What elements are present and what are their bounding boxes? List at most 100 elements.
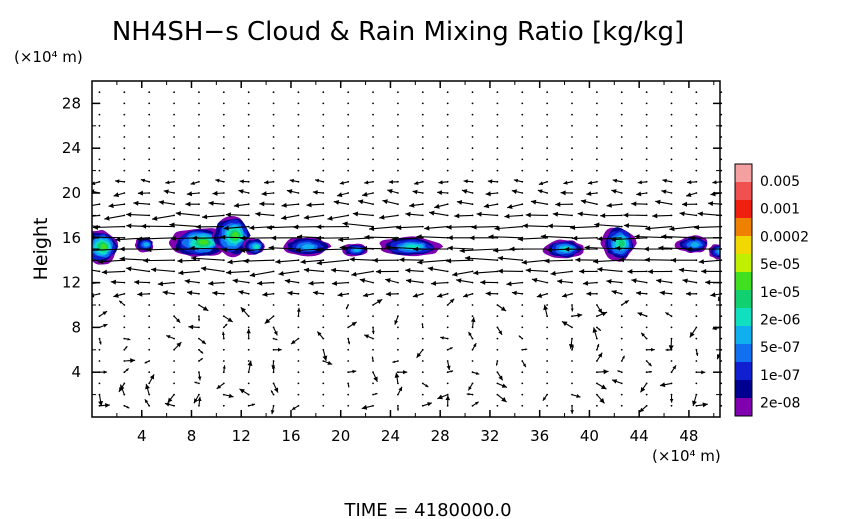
wind-vector — [162, 290, 175, 296]
wind-dot — [620, 393, 623, 396]
wind-vector — [556, 279, 573, 285]
wind-vector — [635, 290, 647, 296]
wind-dot — [620, 91, 623, 94]
wind-vector — [497, 268, 523, 274]
wind-vector — [637, 180, 647, 185]
wind-vector — [243, 258, 274, 264]
wind-vector — [330, 267, 349, 273]
wind-dot — [322, 158, 325, 161]
x-tick-label: 48 — [679, 427, 698, 445]
wind-dot — [421, 169, 424, 172]
wind-vector — [150, 267, 175, 273]
wind-vector — [504, 213, 523, 219]
wind-vector — [596, 352, 603, 362]
wind-dot — [720, 326, 723, 329]
wind-vector — [459, 248, 498, 254]
wind-vector — [416, 234, 448, 240]
wind-vector — [190, 255, 224, 261]
wind-dot — [198, 102, 200, 105]
wind-vector — [538, 181, 548, 186]
wind-dot — [471, 360, 474, 362]
wind-dot — [620, 113, 623, 116]
wind-vector — [99, 310, 108, 317]
wind-dot — [247, 304, 250, 306]
wind-dot — [695, 91, 698, 94]
wind-vector — [246, 328, 251, 339]
wind-dot — [521, 304, 524, 306]
wind-dot — [297, 147, 300, 150]
wind-vector — [372, 392, 378, 396]
wind-vector — [646, 370, 652, 374]
wind-dot — [471, 91, 474, 94]
wind-dot — [173, 304, 175, 306]
wind-dot — [695, 337, 698, 340]
wind-vector — [124, 337, 131, 341]
wind-dot — [297, 382, 300, 385]
wind-dot — [496, 102, 499, 105]
wind-vector — [582, 280, 597, 286]
wind-vector — [278, 270, 299, 276]
wind-vector — [316, 259, 349, 266]
wind-dot — [148, 124, 151, 127]
wind-dot — [620, 124, 623, 127]
wind-vector — [665, 311, 672, 317]
wind-dot — [720, 236, 723, 239]
wind-vector — [375, 269, 398, 275]
wind-vector — [494, 225, 523, 231]
wind-dot — [297, 124, 300, 127]
wind-vector — [721, 309, 729, 316]
wind-vector — [239, 388, 249, 396]
wind-vector — [359, 278, 374, 284]
wind-dot — [521, 326, 524, 329]
wind-dot — [620, 326, 623, 329]
wind-dot — [546, 326, 549, 329]
wind-dot — [421, 360, 424, 362]
wind-dot — [173, 382, 175, 385]
wind-vector — [447, 235, 473, 241]
wind-vector — [497, 304, 507, 312]
wind-dot — [222, 91, 225, 94]
wind-vector — [126, 212, 150, 218]
wind-dot — [471, 136, 474, 138]
wind-vector — [686, 180, 697, 185]
wind-dot — [148, 326, 151, 329]
wind-dot — [720, 315, 723, 318]
x-tick-label: 32 — [480, 427, 499, 445]
wind-vector — [364, 234, 398, 240]
wind-vector — [427, 266, 448, 272]
wind-vector — [281, 214, 299, 221]
wind-dot — [571, 91, 573, 94]
wind-dot — [372, 169, 374, 172]
wind-vector — [686, 291, 697, 297]
colorbar-label: 1e-07 — [760, 368, 800, 384]
wind-vector — [399, 257, 423, 263]
wind-vector — [621, 355, 625, 362]
wind-vector — [327, 214, 349, 221]
y-tick-label: 4 — [71, 363, 81, 381]
wind-dot — [322, 136, 325, 138]
wind-dot — [272, 304, 275, 306]
wind-dot — [645, 393, 648, 396]
wind-dot — [620, 136, 623, 138]
wind-dot — [372, 147, 374, 150]
wind-vector — [306, 202, 324, 208]
wind-vector — [110, 279, 125, 285]
wind-vector — [472, 371, 480, 375]
wind-dot — [720, 382, 723, 385]
wind-dot — [297, 169, 300, 172]
wind-vector — [261, 191, 274, 197]
wind-dot — [496, 136, 499, 138]
wind-dot — [720, 348, 723, 351]
wind-dot — [421, 147, 424, 150]
wind-dot — [546, 348, 549, 351]
wind-vector — [547, 223, 573, 229]
wind-vector — [248, 403, 256, 407]
wind-vector — [447, 298, 455, 306]
wind-vector — [571, 313, 583, 318]
wind-dot — [397, 124, 399, 127]
wind-vector — [273, 347, 282, 352]
wind-vector — [671, 365, 677, 373]
wind-vector — [371, 356, 374, 362]
wind-vector — [397, 370, 408, 375]
wind-dot — [446, 102, 449, 105]
